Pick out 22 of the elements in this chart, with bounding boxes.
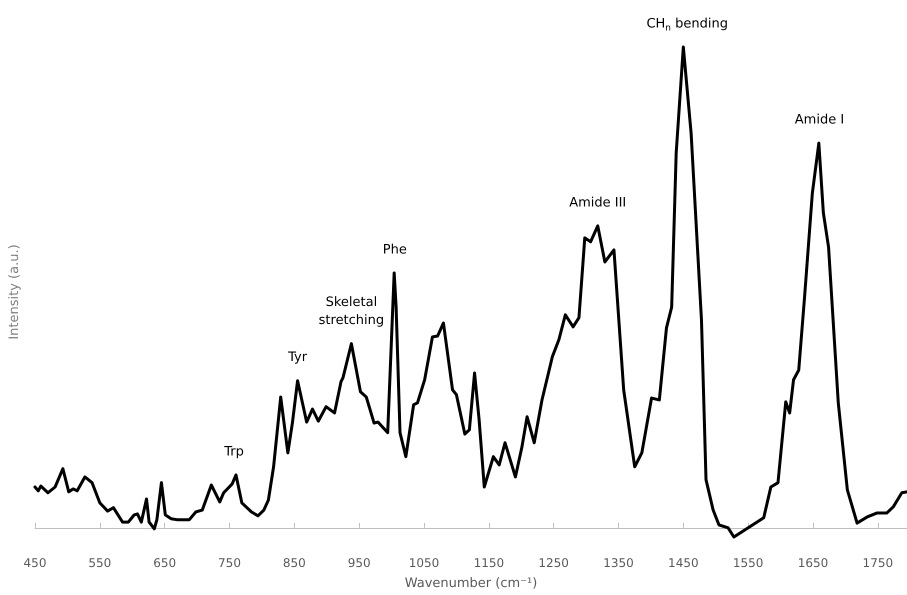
x-tick-label: 750: [218, 556, 241, 570]
annotation: Amide I: [794, 112, 844, 128]
annotation: Phe: [382, 242, 407, 258]
annotation: Trp: [223, 444, 244, 460]
x-axis-title: Wavenumber (cm⁻¹): [404, 576, 538, 591]
x-tick-label: 1050: [408, 556, 440, 570]
annotation: Tyr: [287, 350, 308, 366]
x-tick-label: 1650: [798, 556, 828, 570]
annotation: Skeletal stretching: [318, 295, 384, 328]
x-tick-label: 650: [153, 556, 176, 570]
x-tick-label: 850: [282, 556, 306, 570]
x-tick-label: 1750: [862, 556, 894, 570]
x-tick-label: 950: [348, 556, 371, 570]
x-tick-label: 550: [88, 556, 112, 570]
annotation: Amide III: [569, 195, 626, 210]
x-tick-label: 1450: [668, 556, 699, 570]
y-axis-title: Intensity (a.u.): [7, 244, 22, 340]
x-tick-label: 1550: [732, 556, 764, 570]
x-tick-label: 1250: [538, 556, 569, 570]
x-tick-label: 450: [24, 556, 46, 570]
x-tick-label: 1350: [603, 556, 634, 570]
x-tick-label: 1150: [474, 556, 504, 570]
